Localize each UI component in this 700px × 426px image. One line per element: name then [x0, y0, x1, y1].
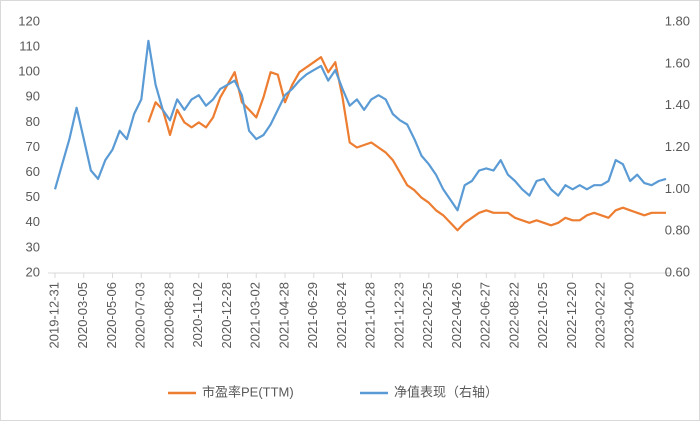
x-tick-label: 2019-12-31	[46, 282, 61, 349]
x-tick-label: 2022-12-20	[564, 282, 579, 349]
y-tick-label: 30	[26, 239, 40, 254]
x-tick-label: 2022-06-27	[478, 282, 493, 349]
x-tick-label: 2020-03-05	[75, 282, 90, 349]
x-tick-label: 2021-03-02	[248, 282, 263, 349]
x-tick-label: 2022-04-26	[449, 282, 464, 349]
x-tick-label: 2020-07-03	[133, 282, 148, 349]
x-tick-label: 2023-02-22	[593, 282, 608, 349]
x-tick-label: 2022-10-25	[535, 282, 550, 349]
y2-tick-label: 1.60	[665, 55, 690, 70]
x-tick-label: 2020-08-28	[161, 282, 176, 349]
x-tick-label: 2021-10-28	[363, 282, 378, 349]
y-tick-label: 120	[18, 13, 40, 28]
x-tick-label: 2020-12-28	[219, 282, 234, 349]
y-tick-label: 100	[18, 64, 40, 79]
x-tick-label: 2021-06-29	[305, 282, 320, 349]
legend-label: 净值表现（右轴）	[394, 384, 498, 399]
x-tick-label: 2022-08-22	[506, 282, 521, 349]
y-tick-label: 80	[26, 114, 40, 129]
y-tick-label: 50	[26, 189, 40, 204]
y-tick-label: 40	[26, 214, 40, 229]
x-tick-label: 2021-12-23	[391, 282, 406, 349]
y2-tick-label: 1.20	[665, 139, 690, 154]
y-tick-label: 110	[19, 39, 40, 54]
y-tick-label: 60	[26, 164, 40, 179]
x-tick-label: 2021-08-24	[334, 282, 349, 349]
y2-tick-label: 1.00	[665, 181, 690, 196]
x-tick-label: 2021-04-28	[276, 282, 291, 349]
series-line	[147, 56, 666, 232]
y2-tick-label: 0.80	[665, 223, 690, 238]
y-tick-label: 90	[26, 89, 40, 104]
x-tick-label: 2022-02-25	[420, 282, 435, 349]
y-tick-label: 70	[26, 139, 40, 154]
y2-tick-label: 1.40	[665, 97, 690, 112]
series-line	[53, 39, 667, 212]
y-tick-label: 20	[26, 264, 40, 279]
x-tick-label: 2020-11-02	[190, 282, 205, 348]
y2-tick-label: 1.80	[665, 13, 690, 28]
x-tick-label: 2023-04-20	[621, 282, 636, 349]
legend-label: 市盈率PE(TTM)	[202, 384, 294, 399]
x-tick-label: 2020-05-06	[104, 282, 119, 349]
y2-tick-label: 0.60	[665, 264, 690, 279]
